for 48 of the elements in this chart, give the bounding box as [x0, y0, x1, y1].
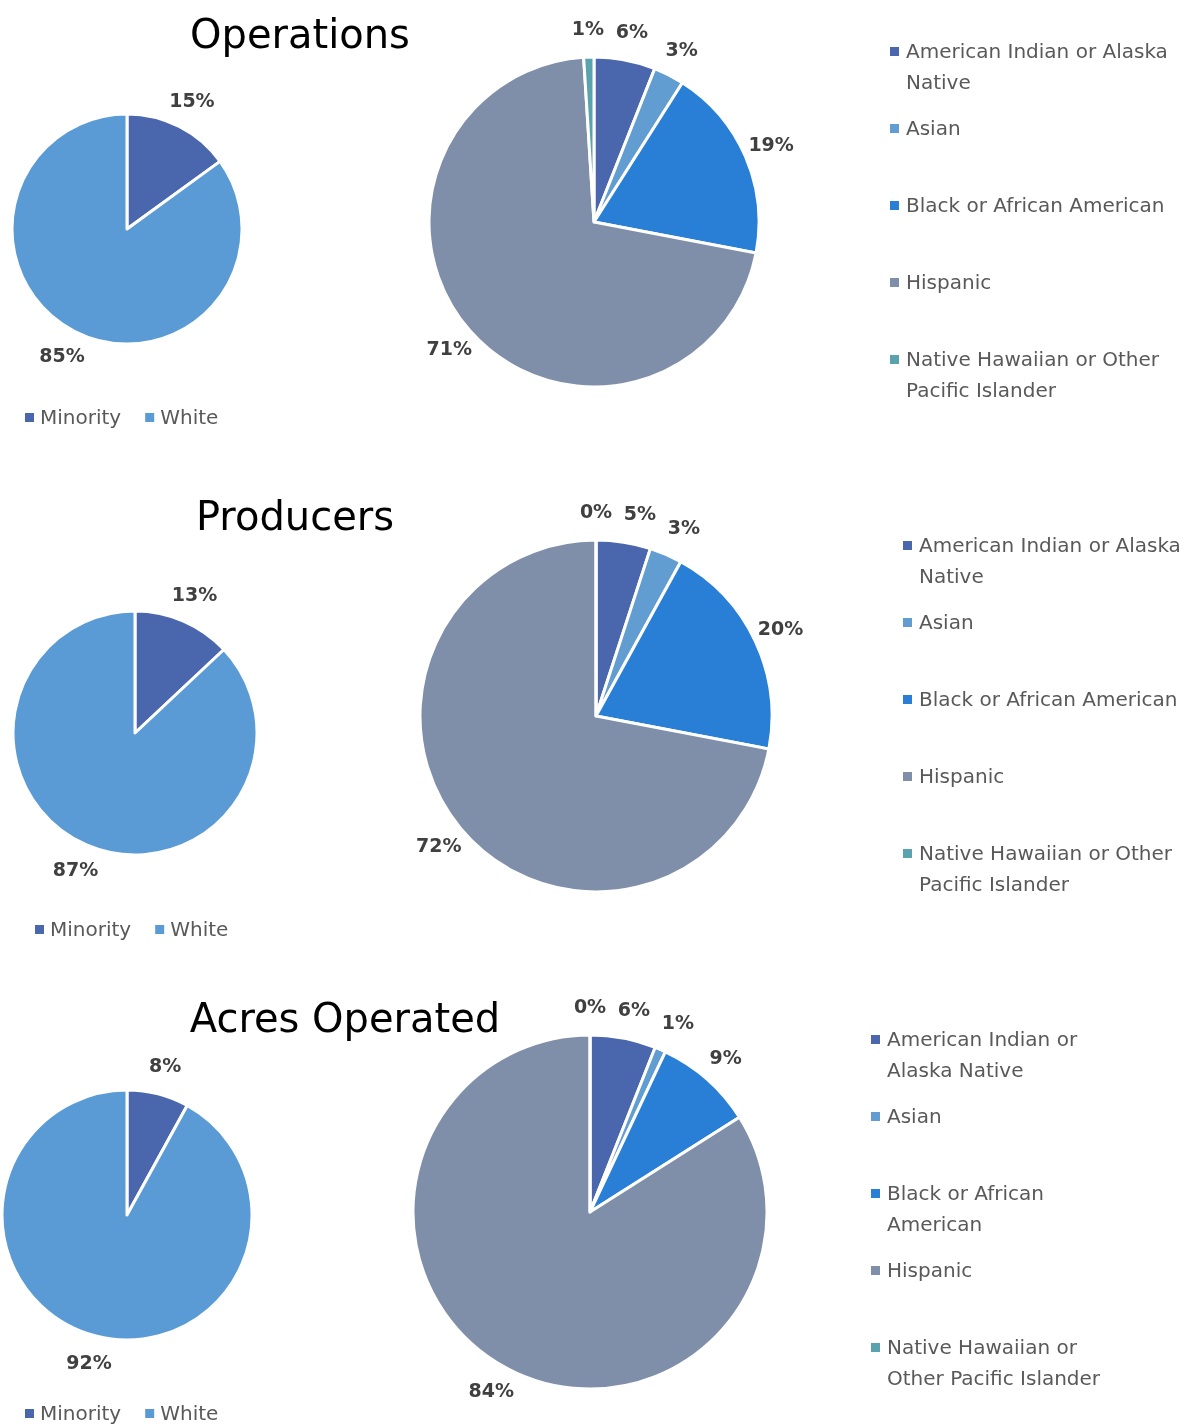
legend-label: Hispanic [919, 763, 1005, 788]
data-label: 92% [66, 1350, 112, 1373]
legend-label: American Indian or Alaska Native [887, 1026, 1078, 1082]
legend-label: Hispanic [906, 269, 992, 294]
legend-label: Native Hawaiian or Other Pacific Islander [906, 346, 1160, 402]
legend-label: Minority [40, 1400, 122, 1425]
legend-label: White [160, 1400, 219, 1425]
legend-label: Minority [40, 404, 122, 429]
legend-label: Native Hawaiian or Other Pacific Islander [887, 1334, 1101, 1390]
data-label: 19% [748, 132, 794, 155]
legend-label: Asian [906, 115, 961, 140]
legend-label: White [160, 404, 219, 429]
legend-label: Native Hawaiian or Other Pacific Islander [919, 840, 1173, 896]
data-label: 71% [426, 337, 472, 360]
legend-label: Hispanic [887, 1257, 973, 1282]
data-label: 1% [571, 16, 605, 39]
pie-slice [0, 1088, 254, 1342]
data-label: 6% [615, 19, 649, 42]
pie-slice [10, 112, 244, 346]
data-label: 72% [416, 833, 462, 856]
legend-label: Minority [50, 916, 132, 941]
data-label: 6% [617, 998, 651, 1021]
legend-label: American Indian or Alaska Native [906, 38, 1168, 94]
chart-title: Producers [195, 493, 395, 539]
data-label: 9% [709, 1045, 742, 1068]
data-label: 1% [661, 1011, 695, 1034]
legend-label: Asian [887, 1103, 942, 1128]
pie-slice [11, 609, 259, 857]
data-label: 3% [665, 37, 698, 60]
legend-label: White [170, 916, 229, 941]
data-label: 84% [468, 1379, 514, 1402]
data-label: 85% [39, 343, 85, 366]
data-label: 20% [757, 616, 804, 639]
legend-label: Black or African American [919, 686, 1178, 711]
text: 0% [579, 499, 613, 522]
text: 0% [573, 994, 607, 1017]
legend-label: Black or African American [887, 1180, 1045, 1236]
text: Acres Operated [189, 995, 501, 1041]
legend-label: American Indian or Alaska Native [919, 532, 1181, 588]
data-label: 15% [169, 89, 215, 112]
data-label: 87% [52, 858, 99, 881]
data-label: 13% [171, 582, 218, 605]
chart-title: Operations [190, 11, 410, 57]
data-label: 3% [667, 516, 701, 539]
legend-label: Black or African American [906, 192, 1165, 217]
data-label: 8% [148, 1054, 182, 1077]
data-label: 5% [623, 502, 657, 525]
legend-label: Asian [919, 609, 974, 634]
